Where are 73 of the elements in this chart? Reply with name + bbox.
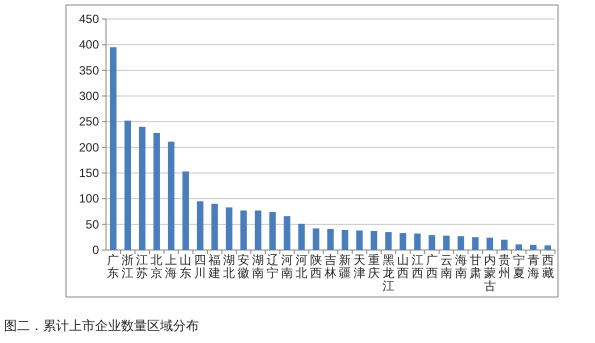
y-tick-label: 300 <box>78 89 100 103</box>
x-tick-label: 北京 <box>150 253 163 280</box>
x-tick-label: 西藏 <box>542 253 554 280</box>
bar <box>443 236 450 250</box>
x-tick-label: 天津 <box>353 253 366 280</box>
x-tick-label: 四川 <box>194 253 206 280</box>
bar <box>168 142 174 250</box>
bar <box>501 240 508 250</box>
bar <box>196 201 204 250</box>
x-tick-label: 河南 <box>281 253 294 280</box>
x-tick-label: 辽宁 <box>266 253 279 280</box>
bar <box>138 126 146 250</box>
bar <box>472 237 479 250</box>
x-tick-label: 新疆 <box>338 253 351 280</box>
x-tick-label: 重庆 <box>368 253 380 280</box>
bar <box>284 216 290 250</box>
x-tick-label: 湖南 <box>252 253 264 280</box>
x-tick-label: 黑龙江 <box>382 253 394 293</box>
x-tick-label: 青海 <box>527 253 540 280</box>
bar <box>370 231 378 250</box>
x-tick-label: 内蒙古 <box>484 253 496 293</box>
x-tick-label: 山西 <box>396 253 409 280</box>
x-tick-label: 甘肃 <box>469 253 482 280</box>
x-tick-label: 广西 <box>426 253 438 280</box>
x-tick-label: 云南 <box>440 253 452 280</box>
bar <box>544 245 552 250</box>
y-tick-label: 50 <box>86 217 100 232</box>
bar <box>269 212 276 250</box>
bar <box>458 236 464 250</box>
bar <box>516 244 522 250</box>
bar <box>312 228 320 250</box>
bar <box>211 204 218 250</box>
x-tick-label: 浙江 <box>122 253 134 280</box>
x-tick-label: 贵州 <box>498 253 510 280</box>
bar <box>414 234 421 250</box>
bar <box>298 224 305 250</box>
bar <box>124 120 131 250</box>
bar <box>385 232 392 250</box>
bar <box>342 230 348 250</box>
bar <box>110 47 116 250</box>
x-tick-label: 陕西 <box>310 253 322 280</box>
y-tick-label: 100 <box>78 192 100 206</box>
x-tick-label: 广东 <box>107 253 120 280</box>
x-tick-label: 江西 <box>411 253 424 280</box>
text: 图二．累计上市企业数量区域分布 <box>4 318 199 333</box>
y-tick-label: 450 <box>78 12 100 26</box>
y-tick-label: 250 <box>78 114 100 129</box>
bar <box>226 207 232 250</box>
x-tick-label: 上海 <box>165 253 178 280</box>
x-tick-label: 宁夏 <box>512 253 525 280</box>
x-tick-label: 湖北 <box>223 253 236 280</box>
bar <box>153 132 160 250</box>
bar <box>240 210 247 250</box>
x-tick-label: 福建 <box>208 253 221 280</box>
y-tick-label: 0 <box>92 243 100 257</box>
y-tick-label: 150 <box>78 166 100 180</box>
bar <box>400 233 406 250</box>
x-tick-label: 河北 <box>296 253 308 280</box>
y-tick-label: 200 <box>78 140 100 154</box>
x-tick-label: 海南 <box>454 253 467 280</box>
y-tick-label: 400 <box>78 38 100 52</box>
bar <box>182 171 189 250</box>
x-tick-label: 江苏 <box>136 253 148 280</box>
bar <box>486 238 494 250</box>
bar <box>428 235 436 250</box>
x-tick-label: 山东 <box>180 253 192 280</box>
bar <box>327 228 334 250</box>
bar <box>356 230 363 250</box>
bar <box>530 244 537 250</box>
bar <box>254 210 262 250</box>
x-tick-label: 安徽 <box>238 253 250 280</box>
x-tick-label: 吉林 <box>324 253 336 280</box>
y-tick-label: 350 <box>78 63 100 78</box>
